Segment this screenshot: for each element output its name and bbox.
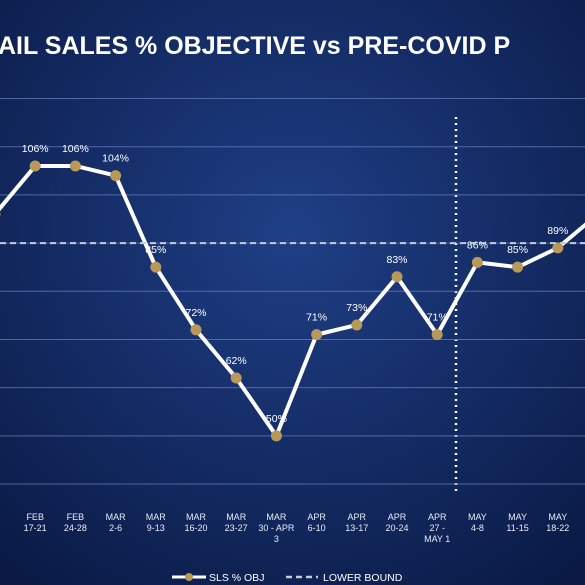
x-tick-line: FEB: [26, 512, 44, 522]
x-tick-line: MAR: [146, 512, 167, 522]
x-tick-line: MAY: [508, 512, 527, 522]
x-tick-line: MAY: [468, 512, 487, 522]
data-point: [69, 160, 81, 172]
data-label: 85%: [507, 244, 528, 256]
x-tick-line: 17-21: [24, 523, 47, 533]
x-tick-label: MAY 4-8: [468, 512, 487, 533]
x-tick-label: MAR 16-20: [184, 512, 207, 533]
x-tick-line: 9-13: [147, 523, 165, 533]
data-label: 83%: [386, 254, 407, 266]
x-tick-label: MAR 30 - APR 3: [258, 512, 295, 544]
data-point: [512, 261, 524, 273]
x-tick-line: 3: [274, 534, 279, 544]
x-tick-line: APR: [428, 512, 447, 522]
legend-label: LOWER BOUND: [323, 572, 403, 584]
data-label: 62%: [226, 355, 247, 367]
x-tick-label: MAR 2-6: [106, 512, 127, 533]
data-point: [391, 271, 403, 283]
x-tick-line: MAR: [106, 512, 127, 522]
x-tick-label: FEB 17-21: [24, 512, 47, 533]
x-tick-label: MAR 9-13: [146, 512, 167, 533]
chart-title: AIL SALES % OBJECTIVE vs PRE-COVID P: [0, 32, 510, 60]
x-tick-line: 23-27: [225, 523, 248, 533]
x-tick-line: 13-17: [345, 523, 368, 533]
x-tick-line: APR: [388, 512, 407, 522]
data-label: 106%: [22, 143, 49, 155]
x-tick-label: MAY 18-22: [546, 512, 569, 533]
x-tick-label: FEB 24-28: [64, 512, 87, 533]
data-point: [431, 329, 443, 341]
x-tick-line: 11-15: [506, 523, 528, 533]
series-line: [0, 163, 585, 438]
legend-marker: [185, 573, 193, 581]
x-tick-line: FEB: [67, 512, 85, 522]
data-point: [190, 324, 202, 336]
data-label: 85%: [145, 244, 166, 256]
x-tick-line: 16-20: [184, 523, 207, 533]
x-tick-line: 4-8: [471, 523, 484, 533]
x-tick-line: 20-24: [385, 523, 408, 533]
data-point: [230, 372, 242, 384]
x-tick-line: MAY: [548, 512, 567, 522]
x-tick-line: MAR: [226, 512, 247, 522]
data-point: [29, 160, 41, 172]
data-label: 72%: [185, 307, 206, 319]
x-tick-line: 2-6: [109, 523, 122, 533]
data-point: [311, 329, 323, 341]
x-tick-line: APR: [348, 512, 367, 522]
legend: SLS % OBJ LOWER BOUND: [172, 572, 403, 584]
x-tick-line: 6-10: [308, 523, 326, 533]
data-point: [0, 211, 1, 217]
data-label: 86%: [467, 239, 488, 251]
data-point: [471, 256, 483, 268]
x-tick-line: 24-28: [64, 523, 87, 533]
x-tick-line: 27 -: [429, 523, 445, 533]
data-label: 89%: [547, 225, 568, 237]
data-label: 71%: [427, 312, 448, 324]
x-tick-line: APR: [307, 512, 326, 522]
data-label: 104%: [102, 153, 129, 165]
x-tick-line: 18-22: [546, 523, 569, 533]
legend-label: SLS % OBJ: [209, 572, 264, 584]
data-point: [150, 261, 162, 273]
data-point: [270, 430, 282, 442]
data-label: 50%: [266, 413, 287, 425]
data-point: [110, 170, 122, 182]
x-tick-label: APR 13-17: [345, 512, 368, 533]
data-label: 73%: [346, 302, 367, 314]
x-tick-label: MAR 23-27: [225, 512, 248, 533]
x-tick-label: APR 27 -MAY 1: [424, 512, 450, 544]
x-tick-line: MAY 1: [424, 534, 450, 544]
x-tick-line: MAR: [266, 512, 287, 522]
data-label: 106%: [62, 143, 89, 155]
x-tick-label: APR 6-10: [307, 512, 326, 533]
data-label: 71%: [306, 312, 327, 324]
data-point: [351, 319, 363, 331]
x-tick-line: MAR: [186, 512, 207, 522]
x-tick-line: 30 - APR: [258, 523, 295, 533]
data-point: [552, 242, 564, 254]
x-tick-label: APR 20-24: [385, 512, 408, 533]
x-tick-label: MAY 11-15: [506, 512, 528, 533]
